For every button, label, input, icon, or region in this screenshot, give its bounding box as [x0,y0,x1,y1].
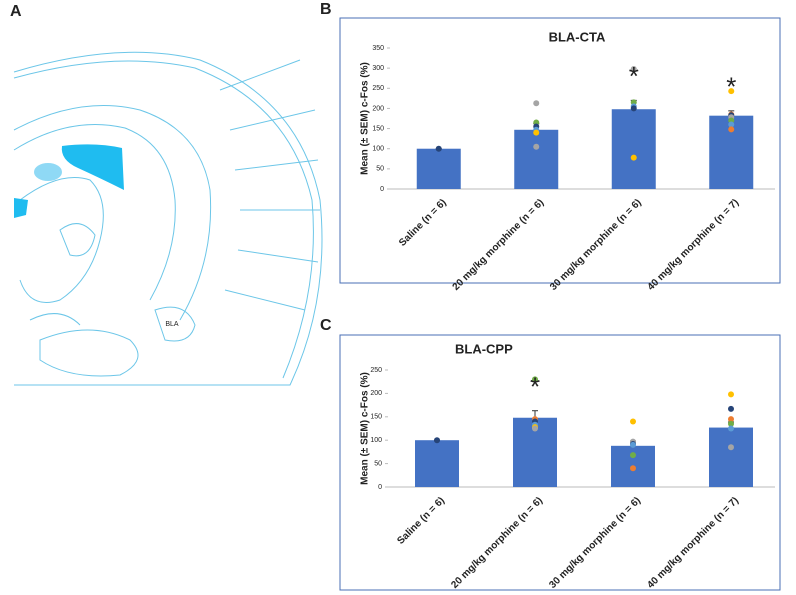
significance: * [726,72,736,102]
data-point [435,145,442,152]
x-tick-label: 30 mg/kg morphine (n = 6) [548,197,644,293]
y-axis-label: Mean (± SEM) c-Fos (%) [360,62,371,175]
x-tick-label: 30 mg/kg morphine (n = 6) [547,495,643,591]
x-tick-label: 40 mg/kg morphine (n = 7) [646,197,742,293]
data-point [630,418,636,425]
data-point [728,121,735,128]
y-tick-label: 150 [370,414,382,421]
data-point [728,416,734,423]
x-tick-label: 20 mg/kg morphine (n = 6) [451,197,547,293]
region [14,198,28,218]
data-point [728,405,734,412]
data-point [728,88,735,95]
y-tick-label: 250 [372,85,384,92]
y-tick-label: 200 [370,390,382,397]
data-point [728,420,734,427]
panel-label: B [320,1,332,18]
data-point [630,154,637,161]
data-point [630,105,637,112]
significance: * [629,61,639,91]
data-point [728,425,734,432]
data-point [533,143,540,150]
data-point [630,441,636,448]
data-point [630,452,636,459]
data-point [728,391,734,398]
data-point [533,129,540,136]
data-point [630,465,636,472]
data-point [532,425,538,432]
y-axis-label: Mean (± SEM) c-Fos (%) [360,372,371,485]
significance: * [530,372,540,402]
bar [415,440,459,487]
panel-label: A [10,3,22,20]
brain-atlas: BLA [13,51,323,386]
chart-title: BLA-CPP [455,341,513,356]
data-point [728,126,735,133]
y-tick-label: 200 [372,105,384,112]
data-point [630,65,637,72]
atlas-label: BLA [165,321,179,328]
chart-title: BLA-CTA [549,29,606,44]
y-tick-label: 150 [372,125,384,132]
bar [416,148,461,189]
y-tick-label: 300 [372,65,384,72]
y-tick-label: 350 [372,45,384,52]
y-tick-label: 50 [374,460,382,467]
y-tick-label: 0 [380,186,384,193]
y-tick-label: 100 [370,437,382,444]
x-tick-label: 40 mg/kg morphine (n = 7) [645,495,741,591]
chart-frame [339,17,781,284]
chart-frame [339,334,781,591]
bar [709,427,753,487]
ventricle [34,163,62,181]
bar [514,129,559,189]
panel-label: C [320,317,332,334]
bar [611,109,656,189]
y-tick-label: 50 [376,166,384,173]
y-tick-label: 100 [372,146,384,153]
y-tick-label: 0 [378,484,382,491]
data-point [533,100,540,107]
bla-region [61,144,124,190]
x-tick-label: Saline (n = 6) [397,197,449,249]
data-point [532,376,538,383]
x-tick-label: Saline (n = 6) [395,495,447,547]
data-point [434,437,440,444]
y-tick-label: 250 [370,367,382,374]
data-point [728,444,734,451]
x-tick-label: 20 mg/kg morphine (n = 6) [449,495,545,591]
